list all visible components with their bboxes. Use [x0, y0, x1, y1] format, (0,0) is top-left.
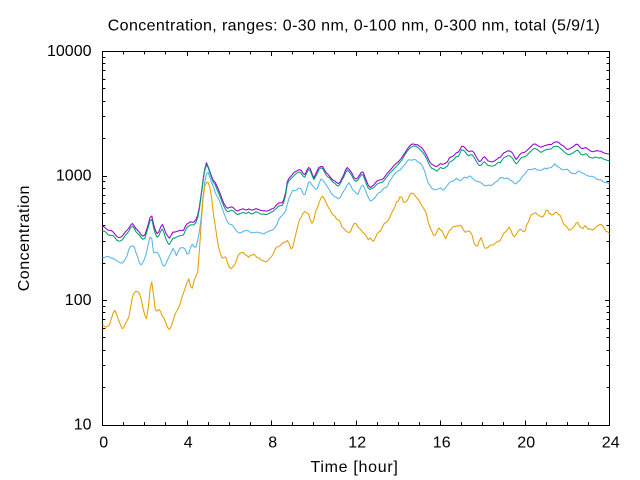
svg-text:10: 10 — [74, 417, 92, 434]
svg-text:Concentration, ranges: 0-30 nm: Concentration, ranges: 0-30 nm, 0-100 nm… — [108, 18, 601, 35]
svg-text:24: 24 — [602, 435, 620, 452]
svg-text:1000: 1000 — [56, 168, 92, 185]
svg-text:16: 16 — [433, 435, 451, 452]
svg-text:100: 100 — [65, 292, 92, 309]
svg-text:20: 20 — [517, 435, 535, 452]
svg-text:Concentration: Concentration — [16, 185, 33, 291]
svg-text:4: 4 — [184, 435, 193, 452]
svg-text:12: 12 — [348, 435, 366, 452]
svg-text:0: 0 — [99, 435, 108, 452]
svg-text:Time [hour]: Time [hour] — [310, 459, 398, 476]
svg-text:10000: 10000 — [47, 43, 92, 60]
svg-text:8: 8 — [268, 435, 277, 452]
